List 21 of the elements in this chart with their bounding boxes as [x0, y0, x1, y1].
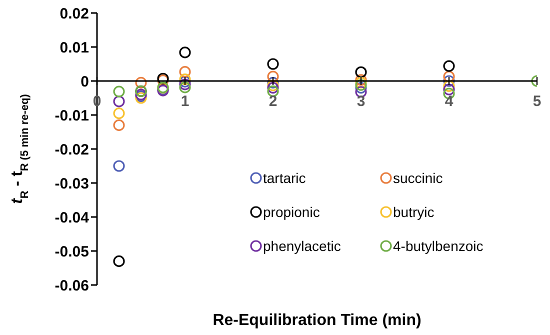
x-tick-label: 3: [356, 93, 366, 110]
legend-label: butryic: [393, 204, 434, 220]
y-tick-label: -0.04: [54, 209, 90, 226]
legend-label: propionic: [263, 204, 320, 220]
x-tick-label: 1: [180, 93, 190, 110]
x-tick-label: 4: [444, 93, 454, 110]
legend-label: tartaric: [263, 170, 306, 186]
y-tick-label: -0.03: [54, 175, 89, 192]
y-tick-label: -0.06: [54, 277, 89, 294]
y-tick-label: 0.02: [60, 5, 89, 22]
y-tick-label: 0: [80, 73, 89, 90]
y-tick-label: -0.02: [54, 141, 89, 158]
y-tick-label: 0.01: [60, 39, 89, 56]
y-tick-label: -0.01: [54, 107, 89, 124]
x-tick-label: 2: [268, 93, 278, 110]
x-axis-title: Re-Equilibration Time (min): [212, 312, 422, 329]
legend-label: 4-butylbenzoic: [393, 238, 484, 254]
legend-label: phenylacetic: [263, 238, 341, 254]
legend-label: succinic: [393, 170, 443, 186]
y-tick-label: -0.05: [54, 243, 89, 260]
x-tick-label: 5: [532, 93, 542, 110]
